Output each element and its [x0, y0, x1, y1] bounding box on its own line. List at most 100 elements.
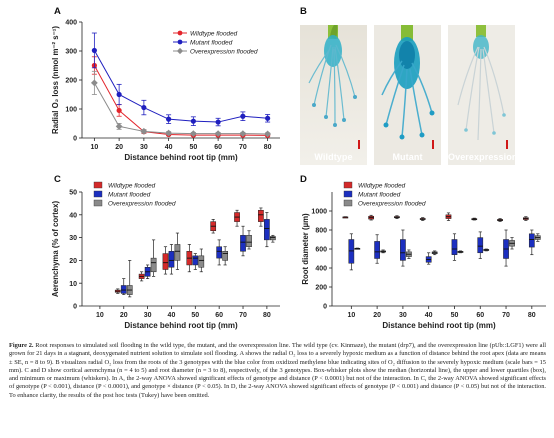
x-tick-label: 80 — [263, 312, 271, 319]
x-tick-label: 10 — [96, 312, 104, 319]
data-point — [215, 119, 221, 125]
x-tick-label: 40 — [168, 312, 176, 319]
y-tick-label: 200 — [315, 285, 327, 292]
data-point — [166, 116, 172, 122]
x-tick-label: 80 — [528, 312, 536, 319]
series-line-1 — [93, 65, 268, 136]
box — [162, 253, 169, 270]
data-point — [214, 130, 222, 138]
root-drawing-wildtype — [300, 25, 367, 165]
y-tick-label: 0 — [73, 304, 77, 311]
box — [246, 235, 252, 247]
y-tick-label: 0 — [73, 136, 77, 143]
chart-aerenchyma: 0 10 20 30 40 50 Aerenchyma (% of cortex) Dista… — [51, 181, 280, 330]
y-tick-label: 400 — [65, 20, 77, 27]
box — [150, 257, 157, 273]
box — [451, 239, 458, 255]
data-point — [141, 104, 147, 111]
chart-radial-o2-loss: 0 100 200 300 400 Radial O₂ loss (nmol m⁻² s⁻… — [51, 20, 280, 162]
x-axis-title: Distance behind root tip (mm) — [124, 153, 238, 162]
legend-marker-1 — [177, 30, 183, 36]
y-tick-label: 400 — [315, 266, 327, 273]
root-drawing-mutant — [374, 25, 441, 165]
box — [477, 237, 484, 254]
box — [198, 255, 205, 268]
y-axis-title: Aerenchyma (% of cortex) — [51, 201, 60, 298]
box — [192, 255, 199, 266]
box — [174, 244, 181, 261]
panel-a-letter: A — [54, 6, 61, 17]
root-photo-panel: Wildtype Mutant — [300, 25, 515, 165]
scale-bar — [358, 140, 360, 149]
y-tick-label: 1000 — [311, 209, 327, 216]
x-tick-label: 50 — [189, 144, 197, 151]
x-tick-label: 30 — [399, 312, 407, 319]
x-tick-label: 40 — [165, 144, 173, 151]
legend-label-3: Overexpression flooded — [358, 200, 426, 207]
panel-c-letter: C — [54, 174, 61, 185]
x-tick-label: 70 — [239, 144, 247, 151]
x-axis-title: Distance behind root tip (mm) — [382, 321, 496, 330]
y-tick-label: 200 — [65, 78, 77, 85]
photo-label-overexpression: Overexpression — [448, 152, 515, 162]
legend-label-1: Wildtype flooded — [358, 182, 406, 189]
box — [258, 209, 264, 222]
box — [374, 241, 380, 259]
x-tick-label: 10 — [90, 144, 98, 151]
data-point — [189, 130, 197, 138]
data-point — [91, 47, 97, 54]
box — [264, 219, 270, 241]
legend-swatch-1 — [343, 181, 353, 189]
series-line-2 — [93, 50, 268, 123]
legend-marker-2 — [177, 39, 183, 45]
root-photo-wildtype: Wildtype — [300, 25, 367, 165]
panel-d-letter: D — [300, 174, 307, 185]
x-tick-label: 20 — [373, 312, 381, 319]
series-line-3 — [93, 82, 268, 135]
y-axis-title: Root diameter (µm) — [301, 213, 310, 285]
legend-label-2: Mutant flooded — [358, 191, 401, 198]
scale-bar — [506, 140, 508, 149]
x-tick-label: 60 — [476, 312, 484, 319]
x-tick-label: 20 — [115, 144, 123, 151]
data-point — [190, 118, 196, 124]
data-point — [116, 107, 122, 114]
y-tick-label: 0 — [323, 304, 327, 311]
legend-label-3: Overexpression flooded — [108, 200, 176, 207]
data-point — [140, 127, 148, 135]
root-photo-mutant: Mutant — [374, 25, 441, 165]
caption-text: Root responses to simulated soil floodin… — [9, 342, 546, 399]
box — [528, 233, 535, 248]
x-tick-label: 60 — [215, 312, 223, 319]
photo-label-mutant: Mutant — [392, 152, 423, 162]
x-tick-label: 50 — [451, 312, 459, 319]
legend-marker-3 — [176, 47, 184, 55]
y-tick-label: 100 — [65, 107, 77, 114]
x-tick-label: 50 — [191, 312, 199, 319]
x-tick-label: 70 — [239, 312, 247, 319]
y-tick-label: 40 — [69, 212, 77, 219]
root-photo-overexpression: Overexpression — [448, 25, 515, 165]
box — [120, 285, 127, 294]
data-point — [265, 115, 271, 121]
data-point — [115, 123, 123, 130]
figure-caption: Figure 2. Root responses to simulated so… — [9, 342, 546, 400]
legend-swatch-3 — [343, 199, 353, 207]
box — [240, 235, 246, 252]
y-tick-label: 800 — [315, 228, 327, 235]
y-axis-title: Radial O₂ loss (nmol m⁻² s⁻¹) — [51, 26, 60, 134]
legend-swatch-3 — [93, 199, 103, 207]
y-tick-label: 30 — [69, 235, 77, 242]
y-tick-label: 10 — [69, 281, 77, 288]
root-drawing-overexpression — [448, 25, 515, 165]
box — [348, 239, 355, 264]
y-tick-label: 20 — [69, 258, 77, 265]
legend-label-3: Overexpression flooded — [190, 48, 258, 55]
scale-bar — [432, 140, 434, 149]
photo-label-wildtype: Wildtype — [314, 152, 353, 162]
x-tick-label: 10 — [347, 312, 355, 319]
caption-label: Figure 2. — [9, 342, 34, 349]
data-point — [90, 79, 98, 87]
legend-swatch-2 — [343, 190, 353, 198]
